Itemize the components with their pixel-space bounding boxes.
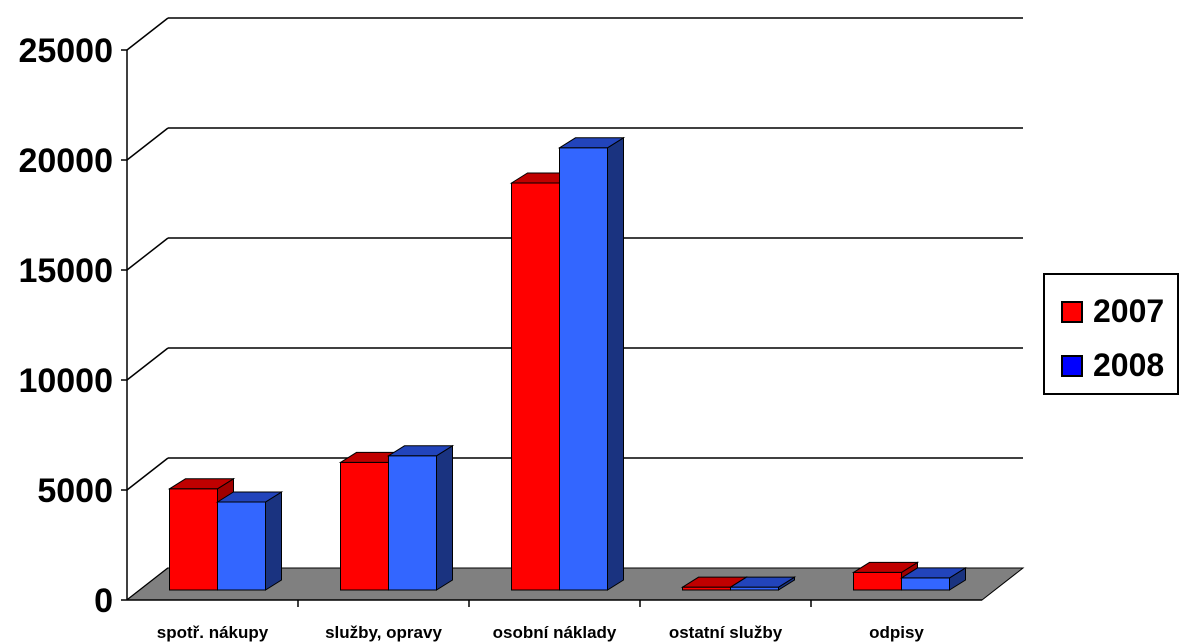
bar-front <box>217 501 266 591</box>
gridline-diagonal <box>126 237 169 271</box>
bar-front <box>559 147 608 591</box>
y-tick-label: 25000 <box>18 32 113 70</box>
bar <box>728 576 797 591</box>
legend-item-2007: 2007 <box>1061 293 1164 330</box>
gridline-diagonal <box>126 457 169 491</box>
bar-side <box>436 444 453 591</box>
bar-front <box>511 182 560 591</box>
x-tick-label: osobní náklady <box>493 623 617 642</box>
bar-front <box>853 571 902 591</box>
bar-top <box>851 561 920 573</box>
y-tick-label: 20000 <box>18 142 113 180</box>
legend-label-2008: 2008 <box>1093 347 1165 383</box>
x-tick-label: služby, opravy <box>325 623 442 642</box>
x-tick-label: ostatní služby <box>669 623 783 642</box>
bar-top <box>215 491 284 503</box>
tick-labels: 0 5000 10000 15000 20000 25000 spotř. nákupy sl… <box>18 32 924 642</box>
legend-swatch-2007 <box>1061 300 1083 323</box>
bar-top <box>557 137 626 149</box>
legend-swatch-2008 <box>1061 354 1083 377</box>
bar <box>557 136 626 591</box>
bar-top <box>167 478 236 490</box>
bar-front <box>169 488 218 591</box>
legend-label-2007: 2007 <box>1093 293 1165 329</box>
gridline-diagonal <box>126 127 169 161</box>
legend: 2007 2008 <box>1043 273 1179 395</box>
y-tick-label: 15000 <box>18 252 113 290</box>
gridline-diagonal <box>126 347 169 381</box>
gridline-diagonal <box>126 17 169 51</box>
bar <box>215 491 284 591</box>
x-tick-label: spotř. nákupy <box>157 623 269 642</box>
y-tick-label: 0 <box>94 582 113 620</box>
bar-top <box>899 567 968 579</box>
axes <box>121 49 982 607</box>
y-tick-label: 10000 <box>18 362 113 400</box>
bar-front <box>388 455 437 591</box>
bar-front <box>901 577 950 591</box>
x-tick-label: odpisy <box>869 623 924 642</box>
legend-item-2008: 2008 <box>1061 347 1164 384</box>
bar-side <box>607 136 624 591</box>
bar-top <box>386 445 455 457</box>
y-tick-label: 5000 <box>37 472 113 510</box>
bar-side <box>265 491 282 591</box>
bar <box>899 566 968 591</box>
bars <box>167 136 968 591</box>
bar-top <box>728 576 797 588</box>
bar-front <box>340 461 389 591</box>
bar <box>386 444 455 591</box>
